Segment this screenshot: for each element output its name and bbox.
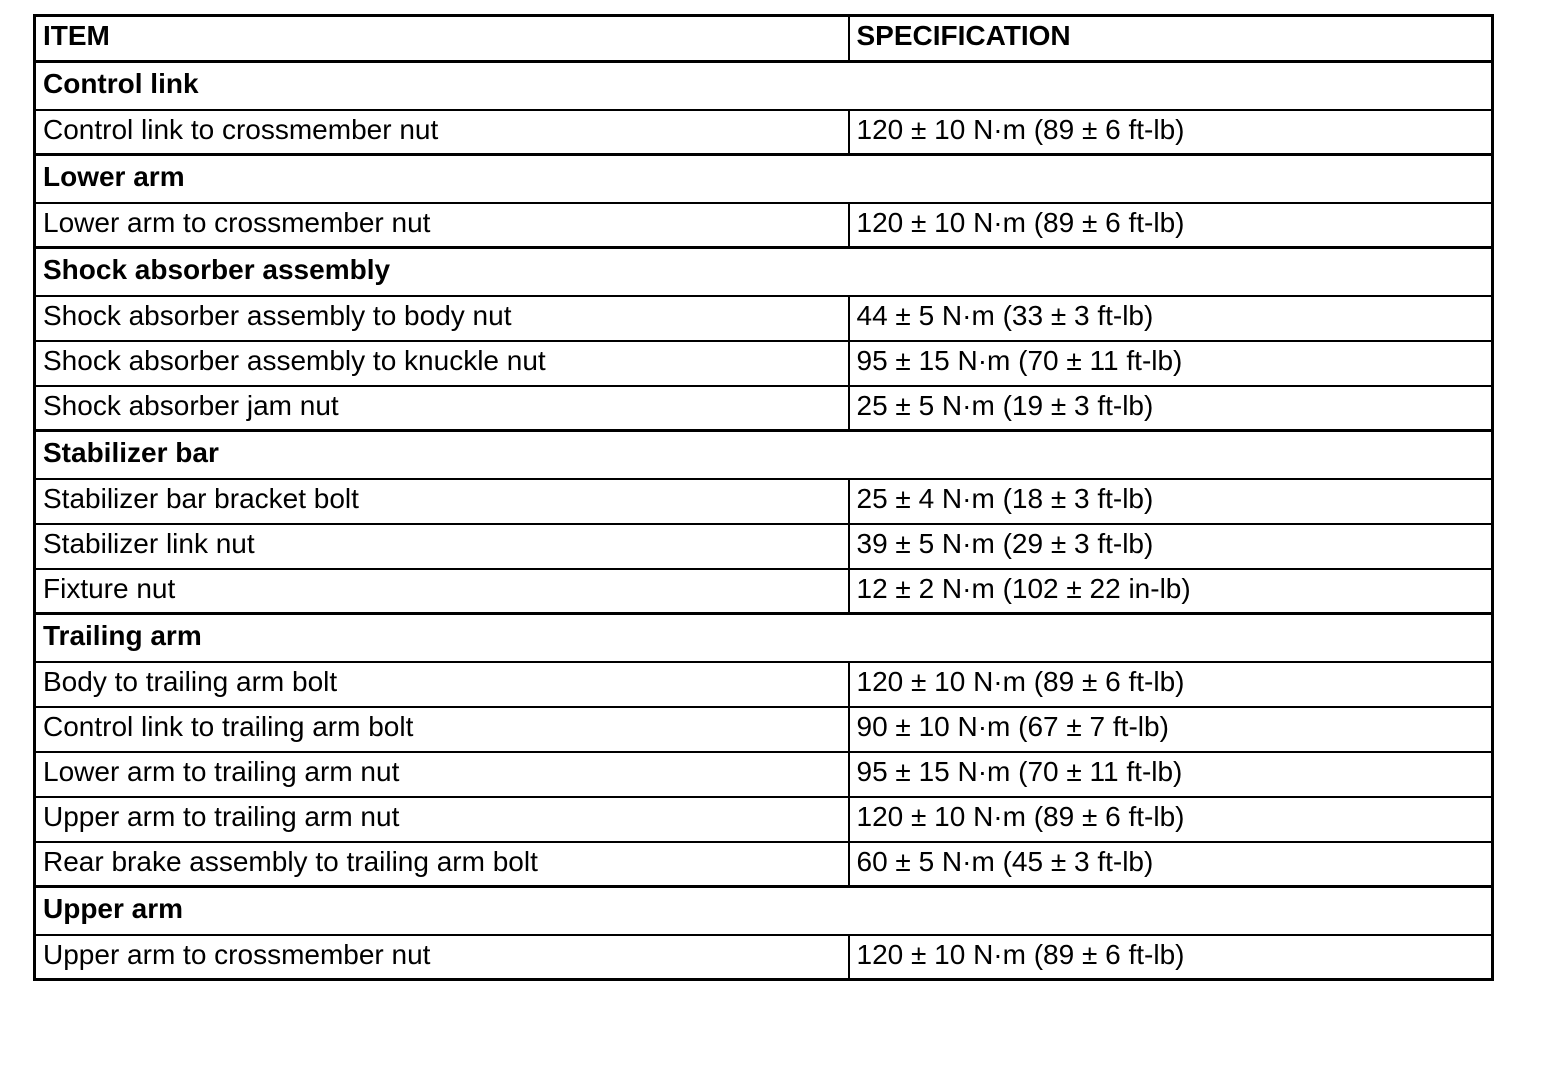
table-row: Upper arm to crossmember nut 120 ± 10 N·m… <box>33 933 1494 981</box>
table-row: Stabilizer bar bracket bolt 25 ± 4 N·m (1… <box>33 477 1494 525</box>
table-row: Rear brake assembly to trailing arm bolt… <box>33 840 1494 888</box>
item-cell: Lower arm to crossmember nut <box>33 201 850 249</box>
item-cell: Shock absorber jam nut <box>33 384 850 432</box>
item-cell: Control link to crossmember nut <box>33 108 850 156</box>
item-cell: Shock absorber assembly to knuckle nut <box>33 339 850 387</box>
item-cell: Stabilizer link nut <box>33 522 850 570</box>
table-row: Control link to crossmember nut 120 ± 10 … <box>33 108 1494 156</box>
spec-cell: 60 ± 5 N·m (45 ± 3 ft-lb) <box>847 840 1494 888</box>
section-header-row: Lower arm <box>33 153 1494 204</box>
section-title: Stabilizer bar <box>33 429 1494 480</box>
section-title: Control link <box>33 60 1494 111</box>
header-row: ITEM SPECIFICATION <box>33 14 1494 63</box>
section-header-row: Shock absorber assembly <box>33 246 1494 297</box>
spec-cell: 120 ± 10 N·m (89 ± 6 ft-lb) <box>847 795 1494 843</box>
table-row: Upper arm to trailing arm nut 120 ± 10 N·… <box>33 795 1494 843</box>
item-cell: Body to trailing arm bolt <box>33 660 850 708</box>
spec-cell: 90 ± 10 N·m (67 ± 7 ft-lb) <box>847 705 1494 753</box>
section-title: Lower arm <box>33 153 1494 204</box>
torque-spec-table: ITEM SPECIFICATION Control link Control l… <box>33 14 1494 981</box>
table-row: Shock absorber jam nut 25 ± 5 N·m (19 ± 3… <box>33 384 1494 432</box>
spec-cell: 120 ± 10 N·m (89 ± 6 ft-lb) <box>847 201 1494 249</box>
spec-cell: 120 ± 10 N·m (89 ± 6 ft-lb) <box>847 933 1494 981</box>
spec-cell: 12 ± 2 N·m (102 ± 22 in-lb) <box>847 567 1494 615</box>
item-cell: Lower arm to trailing arm nut <box>33 750 850 798</box>
table-row: Lower arm to trailing arm nut 95 ± 15 N·m… <box>33 750 1494 798</box>
section-title: Shock absorber assembly <box>33 246 1494 297</box>
table-row: Shock absorber assembly to body nut 44 ± … <box>33 294 1494 342</box>
item-cell: Upper arm to trailing arm nut <box>33 795 850 843</box>
table-row: Control link to trailing arm bolt 90 ± 10… <box>33 705 1494 753</box>
spec-cell: 120 ± 10 N·m (89 ± 6 ft-lb) <box>847 660 1494 708</box>
section-header-row: Stabilizer bar <box>33 429 1494 480</box>
item-cell: Upper arm to crossmember nut <box>33 933 850 981</box>
table-row: Body to trailing arm bolt 120 ± 10 N·m (8… <box>33 660 1494 708</box>
table-row: Fixture nut 12 ± 2 N·m (102 ± 22 in-lb) <box>33 567 1494 615</box>
item-cell: Control link to trailing arm bolt <box>33 705 850 753</box>
column-header-item: ITEM <box>33 14 850 63</box>
spec-cell: 44 ± 5 N·m (33 ± 3 ft-lb) <box>847 294 1494 342</box>
section-header-row: Trailing arm <box>33 612 1494 663</box>
spec-cell: 25 ± 4 N·m (18 ± 3 ft-lb) <box>847 477 1494 525</box>
spec-table-body: Control link Control link to crossmember … <box>33 60 1494 981</box>
column-header-specification: SPECIFICATION <box>847 14 1494 63</box>
spec-cell: 120 ± 10 N·m (89 ± 6 ft-lb) <box>847 108 1494 156</box>
section-title: Upper arm <box>33 885 1494 936</box>
item-cell: Shock absorber assembly to body nut <box>33 294 850 342</box>
section-header-row: Upper arm <box>33 885 1494 936</box>
section-header-row: Control link <box>33 60 1494 111</box>
item-cell: Fixture nut <box>33 567 850 615</box>
spec-cell: 95 ± 15 N·m (70 ± 11 ft-lb) <box>847 750 1494 798</box>
item-cell: Rear brake assembly to trailing arm bolt <box>33 840 850 888</box>
spec-cell: 25 ± 5 N·m (19 ± 3 ft-lb) <box>847 384 1494 432</box>
table-row: Lower arm to crossmember nut 120 ± 10 N·m… <box>33 201 1494 249</box>
table-header: ITEM SPECIFICATION <box>33 14 1494 63</box>
table-row: Shock absorber assembly to knuckle nut 95… <box>33 339 1494 387</box>
torque-spec-table-container: ITEM SPECIFICATION Control link Control l… <box>33 14 1494 981</box>
section-title: Trailing arm <box>33 612 1494 663</box>
spec-cell: 95 ± 15 N·m (70 ± 11 ft-lb) <box>847 339 1494 387</box>
spec-cell: 39 ± 5 N·m (29 ± 3 ft-lb) <box>847 522 1494 570</box>
item-cell: Stabilizer bar bracket bolt <box>33 477 850 525</box>
table-row: Stabilizer link nut 39 ± 5 N·m (29 ± 3 ft… <box>33 522 1494 570</box>
